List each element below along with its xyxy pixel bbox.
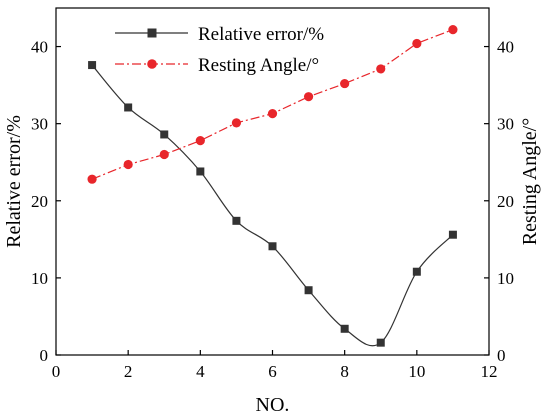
data-point	[304, 286, 313, 295]
data-point	[267, 109, 278, 119]
data-point	[195, 136, 205, 146]
y-left-tick-label: 30	[31, 115, 48, 134]
x-tick-label: 8	[340, 362, 349, 381]
y-right-tick-label: 20	[497, 192, 514, 211]
legend-marker	[147, 59, 157, 69]
x-tick-label: 12	[481, 362, 498, 381]
data-point	[412, 267, 421, 276]
y-right-tick-label: 0	[497, 346, 506, 365]
legend-marker	[147, 28, 157, 38]
y-axis-right-title: Resting Angle/°	[519, 118, 541, 245]
data-point	[123, 159, 133, 170]
x-tick-label: 2	[124, 362, 133, 381]
data-point	[340, 78, 350, 89]
data-point	[448, 24, 458, 35]
y-right-tick-label: 30	[497, 115, 514, 134]
series-2	[87, 24, 458, 184]
x-tick-label: 6	[268, 362, 277, 381]
data-point	[268, 242, 277, 251]
data-point	[88, 61, 97, 70]
legend-label: Relative error/%	[198, 24, 324, 45]
y-left-tick-label: 10	[31, 269, 48, 288]
data-point	[412, 38, 422, 49]
data-point	[196, 167, 205, 176]
y-left-tick-label: 20	[31, 192, 48, 211]
data-point	[376, 338, 385, 347]
data-point	[231, 118, 242, 128]
data-point	[124, 103, 133, 112]
y-right-tick-label: 40	[497, 38, 514, 57]
x-tick-label: 4	[196, 362, 205, 381]
x-tick-label: 10	[408, 362, 425, 381]
y-right-tick-label: 10	[497, 269, 514, 288]
x-tick-label: 0	[52, 362, 61, 381]
legend: Relative error/% Resting Angle/°	[115, 24, 324, 76]
series-line	[91, 29, 454, 180]
x-axis-title: NO.	[256, 394, 290, 416]
legend-label: Resting Angle/°	[198, 55, 319, 76]
data-point	[160, 130, 169, 139]
data-point	[448, 230, 457, 239]
y-left-tick-label: 40	[31, 38, 48, 57]
data-point	[232, 216, 241, 225]
data-point	[159, 149, 169, 160]
legend-item: Resting Angle/°	[115, 55, 319, 76]
series-1	[88, 61, 457, 347]
data-point	[376, 64, 386, 74]
legend-item: Relative error/%	[115, 24, 324, 45]
data-point	[303, 92, 314, 102]
data-point	[87, 174, 97, 184]
y-axis-left-title: Relative error/%	[3, 115, 25, 248]
y-left-tick-label: 0	[40, 346, 49, 365]
series-line	[91, 64, 454, 347]
series-layer	[87, 24, 458, 347]
data-point	[340, 324, 349, 333]
